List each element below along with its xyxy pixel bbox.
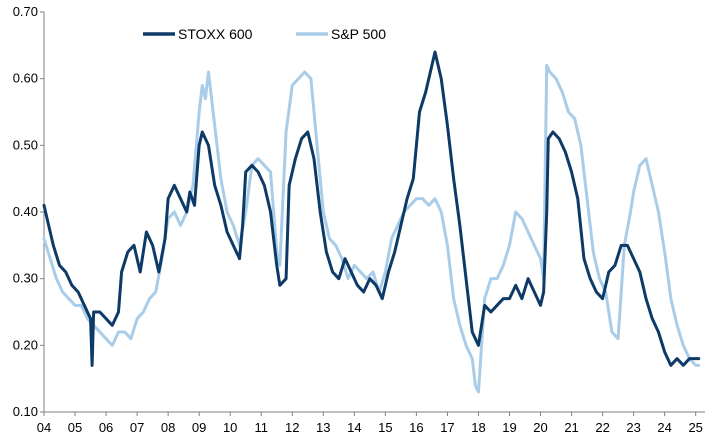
series-line-stoxx-600 [42,50,701,367]
x-tick-label: 19 [502,420,516,435]
x-tick-label: 21 [564,420,578,435]
x-tick-label: 25 [688,420,702,435]
x-tick-label: 15 [378,420,392,435]
y-tick-label: 0.40 [13,204,38,219]
x-tick-label: 22 [595,420,609,435]
y-tick-label: 0.60 [13,71,38,86]
x-axis-ticks: 04 05 06 07 08 09 10 11 12 13 14 15 16 17 18 19 20 21 22 23… [37,412,703,435]
x-tick-label: 20 [533,420,547,435]
y-tick-label: 0.30 [13,271,38,286]
y-tick-label: 0.50 [13,137,38,152]
x-tick-label: 17 [440,420,454,435]
series-line-sp-500 [42,63,701,394]
x-tick-label: 06 [99,420,113,435]
x-tick-label: 11 [254,420,268,435]
series-lines [42,50,701,394]
x-tick-label: 13 [316,420,330,435]
y-tick-label: 0.70 [13,4,38,19]
y-axis-ticks: 0.10 0.20 0.30 0.40 0.50 0.60 0.70 [13,4,44,419]
x-tick-label: 16 [409,420,423,435]
x-tick-label: 04 [37,420,51,435]
x-tick-label: 14 [347,420,361,435]
x-tick-label: 09 [192,420,206,435]
x-tick-label: 18 [471,420,485,435]
axes [43,12,705,413]
legend-label-stoxx-600: STOXX 600 [178,26,253,42]
x-tick-label: 07 [130,420,144,435]
x-tick-label: 05 [68,420,82,435]
y-tick-label: 0.10 [13,404,38,419]
x-tick-label: 08 [161,420,175,435]
legend: STOXX 600 S&P 500 [143,26,386,42]
x-tick-label: 10 [223,420,237,435]
legend-label-sp-500: S&P 500 [331,26,386,42]
x-tick-label: 23 [626,420,640,435]
y-tick-label: 0.20 [13,337,38,352]
x-tick-label: 12 [285,420,299,435]
x-tick-label: 24 [657,420,671,435]
